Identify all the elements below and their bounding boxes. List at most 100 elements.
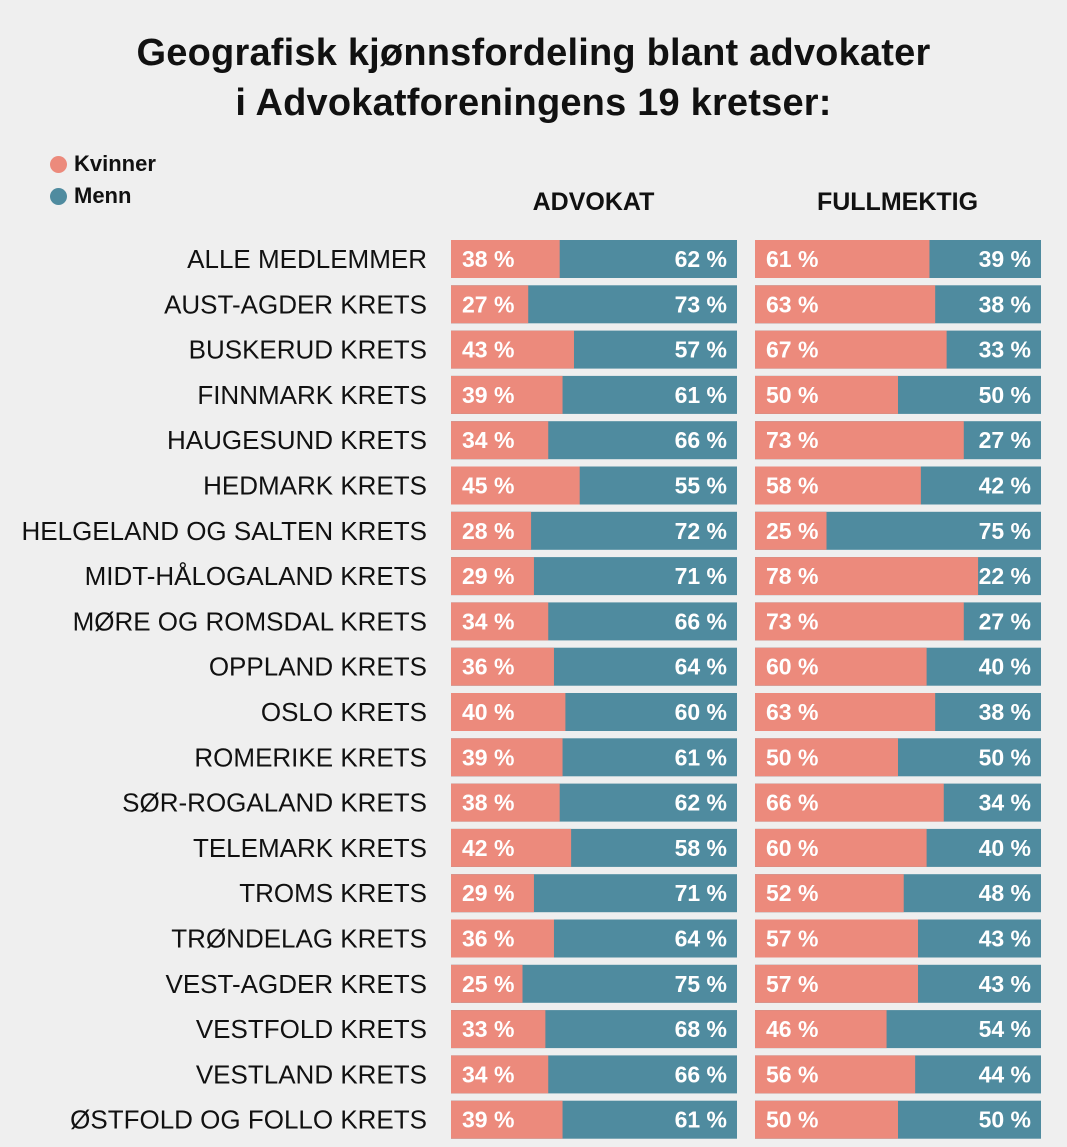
value-label-kvinner-fullmektig: 58 % [766,473,818,499]
value-label-menn-fullmektig: 48 % [979,880,1031,906]
column-header-advokat: ADVOKAT [532,188,655,216]
row-label: ROMERIKE KRETS [194,742,427,772]
row-label: ALLE MEDLEMMER [187,244,427,274]
value-label-kvinner-advokat: 27 % [462,291,514,317]
value-label-kvinner-advokat: 42 % [462,835,514,861]
value-label-kvinner-advokat: 39 % [462,382,514,408]
row-label: HEDMARK KRETS [203,471,427,501]
bar-kvinner-fullmektig [755,602,964,641]
bar-kvinner-advokat [451,375,563,414]
row-label: TRØNDELAG KRETS [171,924,427,954]
value-label-menn-fullmektig: 40 % [979,654,1031,680]
value-label-menn-advokat: 64 % [675,926,727,952]
bar-kvinner-fullmektig [755,375,898,414]
chart-row: ROMERIKE KRETS 39 % 61 % 50 % 50 % [194,738,1041,777]
value-label-kvinner-advokat: 29 % [462,880,514,906]
value-label-kvinner-fullmektig: 46 % [766,1016,818,1042]
value-label-menn-fullmektig: 50 % [979,382,1031,408]
chart-row: TRØNDELAG KRETS 36 % 64 % 57 % 43 % [171,919,1041,958]
row-label: OPPLAND KRETS [209,652,427,682]
bar-kvinner-fullmektig [755,421,964,460]
chart-row: TROMS KRETS 29 % 71 % 52 % 48 % [239,874,1041,913]
value-label-menn-advokat: 64 % [675,654,727,680]
bar-kvinner-fullmektig [755,511,827,550]
value-label-kvinner-advokat: 38 % [462,246,514,272]
value-label-kvinner-fullmektig: 50 % [766,744,818,770]
value-label-kvinner-advokat: 39 % [462,1107,514,1133]
chart-row: BUSKERUD KRETS 43 % 57 % 67 % 33 % [189,330,1041,369]
menn-swatch-icon [50,187,67,205]
value-label-menn-advokat: 71 % [675,880,727,906]
bar-kvinner-advokat [451,693,566,731]
bar-kvinner-advokat [451,1010,546,1049]
bar-kvinner-fullmektig [755,466,921,505]
value-label-menn-advokat: 62 % [675,246,727,272]
bar-kvinner-fullmektig [755,828,927,867]
row-label: OSLO KRETS [261,697,427,727]
value-label-kvinner-advokat: 34 % [462,608,514,634]
value-label-kvinner-advokat: 43 % [462,337,514,363]
value-label-menn-fullmektig: 27 % [979,427,1031,453]
bar-kvinner-fullmektig [755,285,936,324]
value-label-menn-advokat: 61 % [675,744,727,770]
bar-kvinner-fullmektig [755,738,898,777]
value-label-kvinner-fullmektig: 50 % [766,1107,818,1133]
value-label-kvinner-fullmektig: 60 % [766,654,818,680]
chart-title-line-2: i Advokatforeningens 19 kretser: [235,82,832,124]
value-label-menn-fullmektig: 50 % [979,1107,1031,1133]
value-label-menn-advokat: 68 % [675,1016,727,1042]
value-label-menn-fullmektig: 43 % [979,926,1031,952]
legend-item-menn: Menn [50,180,156,212]
bar-kvinner-advokat [451,557,534,596]
row-label: VESTLAND KRETS [196,1059,427,1089]
chart-title-line-1: Geografisk kjønnsfordeling blant advokat… [136,32,931,74]
value-label-menn-advokat: 66 % [675,427,727,453]
value-label-menn-fullmektig: 44 % [979,1061,1031,1087]
value-label-menn-fullmektig: 40 % [979,835,1031,861]
chart-title: Geografisk kjønnsfordeling blant advokat… [0,28,1067,128]
value-label-kvinner-fullmektig: 63 % [766,291,818,317]
chart-row: OSLO KRETS 40 % 60 % 63 % 38 % [261,693,1041,731]
value-label-menn-fullmektig: 33 % [979,337,1031,363]
value-label-kvinner-advokat: 45 % [462,473,514,499]
value-label-kvinner-fullmektig: 60 % [766,835,818,861]
value-label-menn-advokat: 61 % [675,382,727,408]
value-label-menn-fullmektig: 39 % [979,246,1031,272]
bar-kvinner-fullmektig [755,783,944,822]
legend-item-kvinner: Kvinner [50,148,156,180]
chart-row: MØRE OG ROMSDAL KRETS 34 % 66 % 73 % 27 % [73,602,1041,641]
bar-kvinner-advokat [451,421,549,460]
bar-kvinner-advokat [451,738,563,777]
chart-row: HAUGESUND KRETS 34 % 66 % 73 % 27 % [167,421,1041,460]
value-label-kvinner-advokat: 36 % [462,654,514,680]
value-label-kvinner-advokat: 28 % [462,518,514,544]
bar-kvinner-advokat [451,1100,563,1139]
bar-kvinner-fullmektig [755,1010,887,1049]
value-label-menn-advokat: 75 % [675,971,727,997]
value-label-menn-fullmektig: 27 % [979,608,1031,634]
column-header-fullmektig: FULLMEKTIG [816,188,979,216]
value-label-menn-advokat: 57 % [675,337,727,363]
value-label-kvinner-advokat: 38 % [462,790,514,816]
value-label-kvinner-fullmektig: 57 % [766,926,818,952]
value-label-kvinner-fullmektig: 78 % [766,563,818,589]
value-label-kvinner-advokat: 25 % [462,971,514,997]
value-label-kvinner-fullmektig: 56 % [766,1061,818,1087]
value-label-kvinner-advokat: 34 % [462,1061,514,1087]
value-label-menn-advokat: 58 % [675,835,727,861]
value-label-kvinner-fullmektig: 61 % [766,246,818,272]
chart-row: FINNMARK KRETS 39 % 61 % 50 % 50 % [197,375,1041,414]
row-label: AUST-AGDER KRETS [164,289,427,319]
bar-kvinner-advokat [451,466,580,505]
value-label-kvinner-advokat: 36 % [462,926,514,952]
legend: Kvinner Menn [50,148,156,212]
bar-kvinner-advokat [451,828,572,867]
row-label: VEST-AGDER KRETS [166,969,428,999]
bar-kvinner-fullmektig [755,1055,916,1094]
row-label: MØRE OG ROMSDAL KRETS [73,606,427,636]
chart-row: VEST-AGDER KRETS 25 % 75 % 57 % 43 % [166,964,1041,1003]
value-label-menn-fullmektig: 54 % [979,1016,1031,1042]
bar-kvinner-advokat [451,240,560,278]
row-label: HAUGESUND KRETS [167,425,427,455]
row-label: ØSTFOLD OG FOLLO KRETS [70,1105,427,1135]
